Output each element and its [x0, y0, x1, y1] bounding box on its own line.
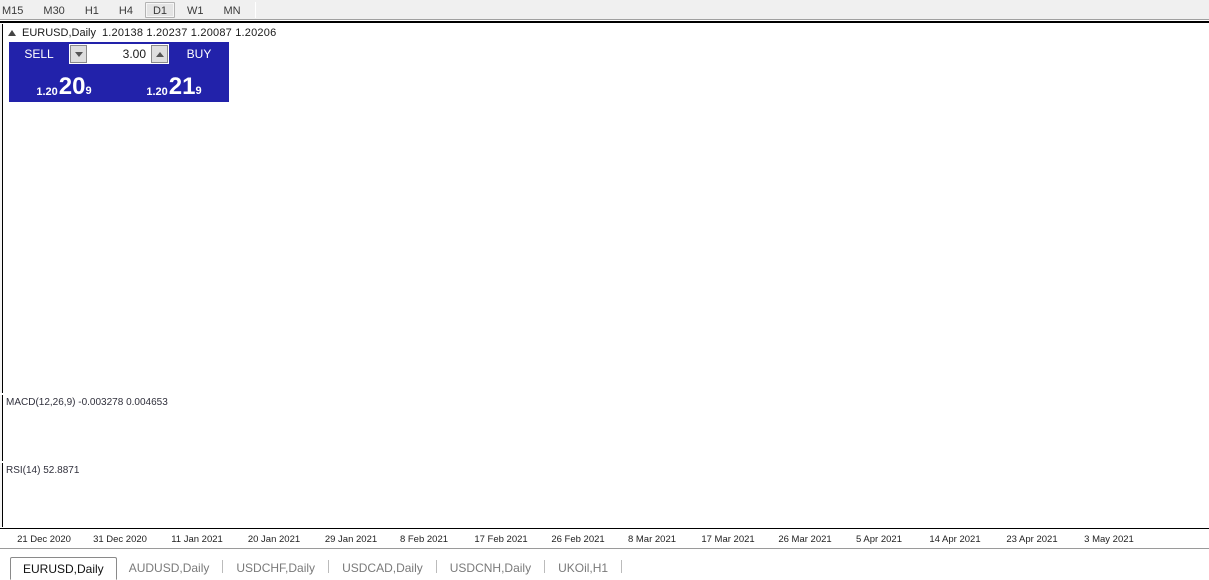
timeframe-h1[interactable]: H1: [84, 4, 99, 17]
chart-tab-audusd-daily[interactable]: AUDUSD,Daily: [128, 561, 210, 575]
timeframe-m15[interactable]: M15: [2, 4, 24, 17]
chart-header: EURUSD,Daily 1.20138 1.20237 1.20087 1.2…: [8, 27, 276, 39]
timeframe-m30[interactable]: M30: [43, 4, 65, 17]
chart-tab-ukoil-h1[interactable]: UKOil,H1: [558, 561, 609, 575]
sell-price-big: 20: [58, 73, 86, 100]
sell-price-fraction: 9: [85, 85, 92, 97]
buy-button[interactable]: BUY: [171, 44, 227, 64]
date-label: 17 Mar 2021: [701, 534, 755, 545]
tab-divider: [328, 560, 330, 573]
timeframe-w1[interactable]: W1: [187, 4, 204, 17]
date-label: 29 Jan 2021: [324, 534, 378, 545]
chart-tab-usdcad-daily[interactable]: USDCAD,Daily: [342, 561, 423, 575]
chart-tab-eurusd-daily[interactable]: EURUSD,Daily: [10, 557, 117, 580]
rsi-pane-rail: [0, 463, 3, 527]
sell-button[interactable]: SELL: [11, 44, 67, 64]
volume-decrease-button[interactable]: [70, 45, 87, 63]
volume-input-group[interactable]: 3.00: [69, 44, 169, 64]
timeframe-mn[interactable]: MN: [223, 4, 241, 17]
price-pane-rail: [0, 24, 3, 393]
date-label: 3 May 2021: [1084, 534, 1134, 545]
date-label: 5 Apr 2021: [856, 534, 902, 545]
collapse-triangle-icon[interactable]: [8, 30, 16, 36]
timeframe-d1[interactable]: D1: [144, 1, 175, 18]
date-axis[interactable]: 21 Dec 2020 31 Dec 2020 11 Jan 2021 20 Jan …: [0, 528, 1209, 550]
date-label: 26 Feb 2021: [551, 534, 605, 545]
timeframe-toolbar: M15 M30 H1 H4 D1 W1 MN: [0, 0, 1209, 20]
chart-tab-bar: EURUSD,Daily AUDUSD,Daily USDCHF,Daily USDC…: [0, 548, 1209, 580]
one-click-trading-panel: SELL 3.00 BUY 1.20 20 9 1.20 21 9: [8, 41, 230, 103]
date-label: 8 Feb 2021: [399, 534, 449, 545]
sell-price-prefix: 1.20: [36, 86, 58, 98]
date-label: 21 Dec 2020: [17, 534, 71, 545]
chart-ohlc-values: 1.20138 1.20237 1.20087 1.20206: [101, 27, 277, 39]
buy-price-cell[interactable]: 1.20 21 9: [121, 66, 227, 100]
date-label: 20 Jan 2021: [247, 534, 301, 545]
buy-price-prefix: 1.20: [146, 86, 168, 98]
date-label: 26 Mar 2021: [778, 534, 832, 545]
macd-label: MACD(12,26,9) -0.003278 0.004653: [6, 397, 168, 408]
tab-divider: [222, 560, 224, 573]
date-label: 14 Apr 2021: [929, 534, 981, 545]
date-label: 31 Dec 2020: [93, 534, 147, 545]
date-label: 17 Feb 2021: [474, 534, 528, 545]
tab-divider: [435, 560, 437, 573]
date-label: 11 Jan 2021: [171, 534, 223, 545]
sell-price-cell[interactable]: 1.20 20 9: [11, 66, 117, 100]
buy-price-fraction: 9: [195, 85, 202, 97]
volume-input[interactable]: 3.00: [87, 45, 151, 63]
chart-tab-usdchf-daily[interactable]: USDCHF,Daily: [236, 561, 316, 575]
tab-divider: [544, 560, 546, 573]
macd-pane-rail: [0, 395, 3, 461]
rsi-label: RSI(14) 52.8871: [6, 465, 80, 476]
buy-price-big: 21: [168, 73, 196, 100]
tab-divider: [621, 560, 623, 573]
volume-increase-button[interactable]: [151, 45, 168, 63]
trade-panel-prices: 1.20 20 9 1.20 21 9: [9, 66, 229, 102]
chart-tab-usdcnh-daily[interactable]: USDCNH,Daily: [449, 561, 532, 575]
chart-area: EURUSD,Daily 1.20138 1.20237 1.20087 1.2…: [0, 21, 1209, 550]
toolbar-separator: [254, 1, 256, 18]
date-label: 8 Mar 2021: [627, 534, 677, 545]
timeframe-h4[interactable]: H4: [118, 4, 133, 17]
trade-panel-controls: SELL 3.00 BUY: [9, 42, 229, 66]
chart-symbol-period: EURUSD,Daily: [22, 27, 96, 39]
date-label: 23 Apr 2021: [1006, 534, 1058, 545]
